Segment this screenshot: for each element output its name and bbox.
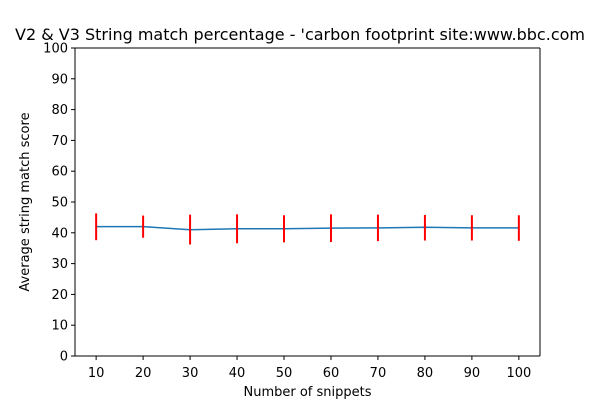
y-tick-label: 10	[51, 319, 68, 334]
x-tick-label: 80	[417, 366, 434, 381]
y-tick-label: 80	[51, 103, 68, 118]
y-tick-label: 40	[51, 226, 68, 241]
x-tick-label: 70	[370, 366, 387, 381]
error-bars	[95, 213, 520, 245]
y-tick-label: 70	[51, 134, 68, 149]
x-tick-label: 60	[323, 366, 340, 381]
chart-title: V2 & V3 String match percentage - 'carbo…	[15, 25, 585, 44]
y-tick-label: 100	[43, 42, 68, 57]
x-tick-label: 20	[135, 366, 152, 381]
x-tick-label: 10	[88, 366, 105, 381]
x-tick-label: 100	[506, 366, 531, 381]
x-axis: 10 20 30 40 50 60 70 80 90 100	[88, 356, 531, 381]
series-layer	[96, 225, 519, 231]
y-axis: 0 10 20 30 40 50 60 70 80 90 100	[43, 42, 75, 365]
y-tick-label: 50	[51, 196, 68, 211]
x-axis-label: Number of snippets	[243, 385, 371, 400]
x-tick-label: 40	[229, 366, 246, 381]
y-tick-label: 30	[51, 257, 68, 272]
x-tick-label: 30	[182, 366, 199, 381]
plot-area	[75, 48, 540, 356]
x-tick-label: 90	[464, 366, 481, 381]
y-axis-label: Average string match score	[18, 112, 33, 291]
series-line	[96, 225, 519, 231]
y-tick-label: 20	[51, 288, 68, 303]
y-tick-label: 60	[51, 165, 68, 180]
y-tick-label: 90	[51, 72, 68, 87]
x-tick-label: 50	[276, 366, 293, 381]
y-tick-label: 0	[60, 350, 68, 365]
